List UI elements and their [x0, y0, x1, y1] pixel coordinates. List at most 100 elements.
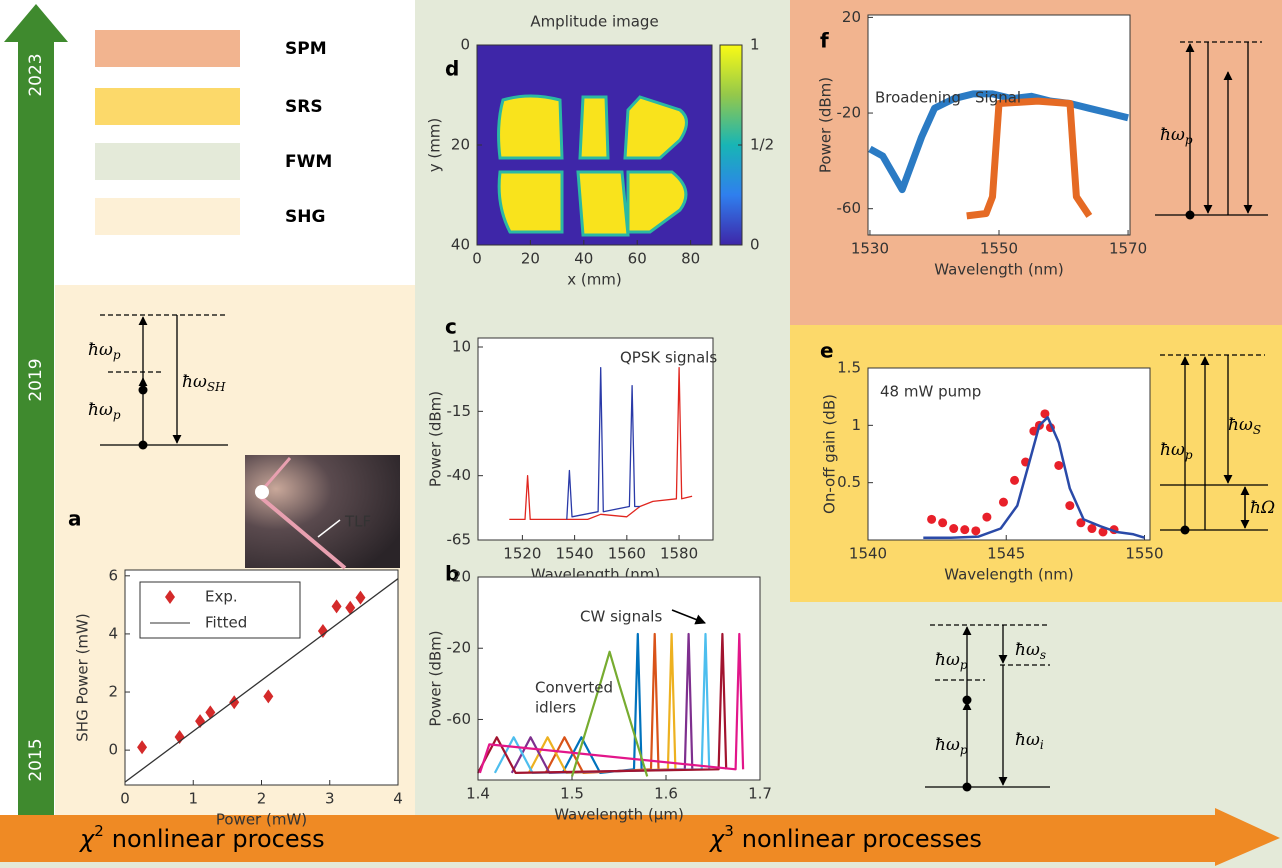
- energy-sub: p: [1185, 448, 1193, 462]
- x-tick-label: 1520: [503, 545, 541, 563]
- year-label: 2015: [26, 738, 46, 781]
- x-tick-label: 1550: [1125, 545, 1163, 563]
- heatmap-region: [580, 97, 608, 158]
- legend-label: SHG: [285, 207, 325, 227]
- x-tick-label: 4: [393, 790, 403, 808]
- energy-sub: SH: [207, 380, 226, 394]
- x-axis-label: Wavelength (nm): [934, 261, 1064, 279]
- x-tick-label: 1580: [660, 545, 698, 563]
- panel-letter: d: [445, 57, 459, 81]
- x-axis-label: Wavelength (μm): [554, 806, 684, 824]
- chi-power: 2: [94, 822, 104, 840]
- x-tick-label: 1.4: [466, 785, 490, 803]
- y-tick-label: 4: [108, 624, 118, 642]
- y-tick-label: 1: [851, 416, 861, 434]
- x-tick-label: 3: [325, 790, 335, 808]
- x-axis-label: Power (mW): [216, 811, 307, 829]
- legend-swatch: [95, 30, 240, 67]
- energy-sub: p: [960, 743, 968, 757]
- y-tick-label: 6: [108, 566, 118, 584]
- data-point: [949, 524, 958, 533]
- legend-label: SRS: [285, 97, 323, 117]
- year-label: 2019: [26, 358, 46, 401]
- energy-sub: S: [1253, 423, 1261, 437]
- y-tick-label: 40: [451, 236, 470, 254]
- x-tick-label: 1540: [849, 545, 887, 563]
- annotation: QPSK signals: [620, 349, 717, 367]
- panel-letter: e: [820, 339, 834, 363]
- y-axis-label: y (mm): [426, 118, 444, 173]
- legend-label: FWM: [285, 152, 332, 172]
- annotation: idlers: [535, 699, 576, 717]
- energy-main: ħω: [1160, 440, 1185, 460]
- x-tick-label: 1560: [608, 545, 646, 563]
- data-point: [927, 515, 936, 524]
- y-tick-label: -60: [447, 710, 472, 728]
- y-tick-label: -65: [447, 531, 472, 549]
- legend-swatch: [95, 198, 240, 235]
- y-tick-label: 1.5: [837, 359, 861, 377]
- panel-letter: c: [445, 315, 457, 339]
- energy-sub: p: [113, 408, 121, 422]
- data-point: [971, 526, 980, 535]
- energy-sub: p: [960, 658, 968, 672]
- y-tick-label: -15: [447, 402, 472, 420]
- level-dot: [963, 696, 972, 705]
- energy-main: ħω: [1015, 730, 1040, 750]
- data-point: [982, 513, 991, 522]
- y-axis-label: Power (dBm): [817, 77, 835, 173]
- x-tick-label: 1: [188, 790, 198, 808]
- legend-entry: Fitted: [205, 614, 247, 632]
- legend-entry: Exp.: [205, 588, 238, 606]
- annotation: CW signals: [580, 608, 662, 626]
- energy-main: ħΩ: [1250, 498, 1275, 518]
- x-tick-label: 20: [521, 250, 540, 268]
- x-tick-label: 1540: [556, 545, 594, 563]
- annotation: TLF: [344, 513, 371, 531]
- y-axis-label: On-off gain (dB): [821, 394, 839, 514]
- x-tick-label: 0: [120, 790, 130, 808]
- y-axis-label: Power (dBm): [427, 630, 445, 726]
- energy-sub: s: [1040, 648, 1046, 662]
- energy-main: ħω: [1228, 415, 1253, 435]
- panel-letter: a: [68, 507, 82, 531]
- process-text: nonlinear processes: [742, 825, 982, 853]
- y-axis-label: SHG Power (mW): [74, 613, 92, 741]
- chi-symbol: χ: [78, 825, 95, 853]
- legend-label: SPM: [285, 39, 327, 59]
- y-axis-label: Power (dBm): [427, 391, 445, 487]
- x-tick-label: 1550: [980, 240, 1018, 258]
- y-tick-label: -20: [447, 639, 472, 657]
- series-label: Signal: [975, 89, 1021, 107]
- y-tick-label: 20: [452, 568, 471, 586]
- x-tick-label: 1570: [1109, 240, 1147, 258]
- y-tick-label: 0: [460, 36, 470, 54]
- glow: [255, 485, 269, 499]
- legend-swatch: [95, 88, 240, 125]
- annotation: 48 mW pump: [880, 383, 981, 401]
- chi-symbol: χ: [708, 825, 725, 853]
- y-tick-label: 0: [108, 741, 118, 759]
- panel-letter: f: [820, 29, 829, 53]
- data-point: [938, 518, 947, 527]
- x-tick-label: 0: [472, 250, 482, 268]
- energy-main: ħω: [88, 340, 113, 360]
- chi-power: 3: [724, 822, 734, 840]
- colorbar-label: 0: [750, 236, 760, 254]
- series-label: Broadening: [875, 89, 961, 107]
- process-text: nonlinear process: [112, 825, 325, 853]
- year-label: 2023: [26, 53, 46, 96]
- x-axis-label: x (mm): [567, 271, 622, 289]
- heatmap-region: [499, 96, 562, 158]
- data-point: [999, 498, 1008, 507]
- y-tick-label: -20: [837, 104, 862, 122]
- energy-sub: p: [113, 348, 121, 362]
- level-dot: [963, 783, 972, 792]
- x-tick-label: 80: [681, 250, 700, 268]
- energy-sub: p: [1185, 133, 1193, 147]
- energy-main: ħω: [935, 735, 960, 755]
- energy-main: ħω: [88, 400, 113, 420]
- x-tick-label: 1.7: [748, 785, 772, 803]
- x-axis-label: Wavelength (nm): [944, 566, 1074, 584]
- y-tick-label: 20: [842, 8, 861, 26]
